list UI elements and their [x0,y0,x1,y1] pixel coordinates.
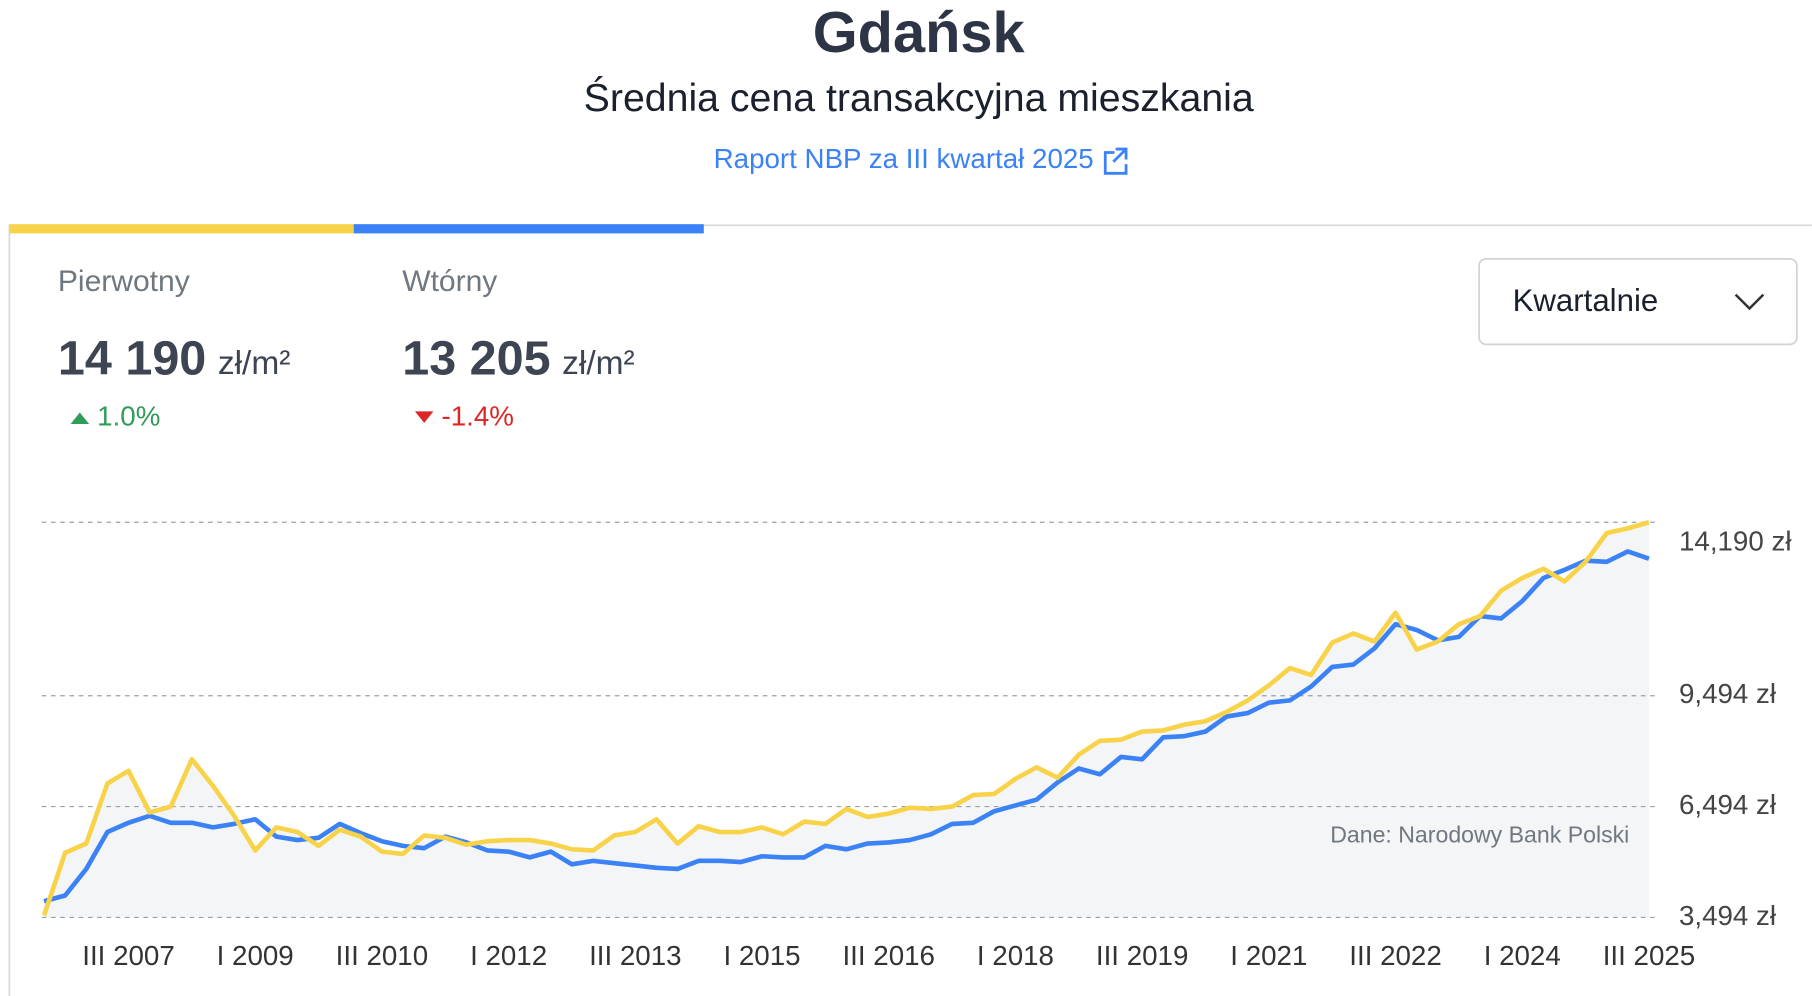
dropdown-label: Kwartalnie [1513,283,1659,318]
dropdown[interactable]: Kwartalnie [1478,257,1798,346]
tab[interactable]: Pierwotny 14 190 zł/m² 1.0% [58,265,291,432]
x-tick-label: III 2007 [82,940,174,971]
tab-indicator[interactable] [9,224,354,234]
stat-change: 1.0% [97,401,160,432]
up-arrow [70,412,90,425]
y-tick-label: 6,494 zł [1679,789,1776,820]
tab-label: Wtórny [402,265,497,298]
x-tick-label: III 2025 [1603,940,1695,971]
chevron [1734,293,1765,311]
y-tick-label: 3,494 zł [1679,900,1776,931]
x-tick-label: I 2015 [723,940,800,971]
x-tick-label: I 2024 [1484,940,1561,971]
x-tick-label: III 2016 [842,940,934,971]
subtitle: Średnia cena transakcyjna mieszkania [584,75,1254,120]
x-tick-label: III 2010 [336,940,428,971]
stat-value: 14 190 [58,331,206,385]
tab-indicator[interactable] [353,224,704,234]
y-tick-label: 9,494 zł [1679,678,1776,709]
x-tick-label: III 2019 [1096,940,1188,971]
area [44,522,1649,918]
source-note: Dane: Narodowy Bank Polski [1330,822,1629,848]
stat-unit: zł/m² [562,345,635,382]
report-link[interactable]: Raport NBP za III kwartał 2025 [714,143,1094,174]
y-tick-label: 14,190 zł [1679,525,1792,556]
plot: 3,494 zł 6,494 zł 9,494 zł 14,190 zł III 200… [41,520,1792,971]
x-tick-label: I 2021 [1230,940,1307,971]
x-tick-label: III 2022 [1349,940,1441,971]
icon-box [1103,151,1128,175]
title: Gdańsk [813,1,1026,65]
x-tick-label: I 2009 [217,940,294,971]
external-link-icon[interactable] [1103,147,1128,175]
tab-label: Pierwotny [58,265,190,298]
x-tick-label: I 2018 [977,940,1054,971]
icon-arrow [1112,147,1128,163]
stat-value: 13 205 [402,331,550,385]
x-tick-label: I 2012 [470,940,547,971]
dropdown-box[interactable] [1478,257,1798,346]
stat-change: -1.4% [442,401,514,432]
down-arrow [414,411,434,423]
series-line [41,520,1650,917]
x-tick-label: III 2013 [589,940,681,971]
tab[interactable]: Wtórny 13 205 zł/m² -1.4% [402,265,635,432]
stat-unit: zł/m² [218,345,291,382]
